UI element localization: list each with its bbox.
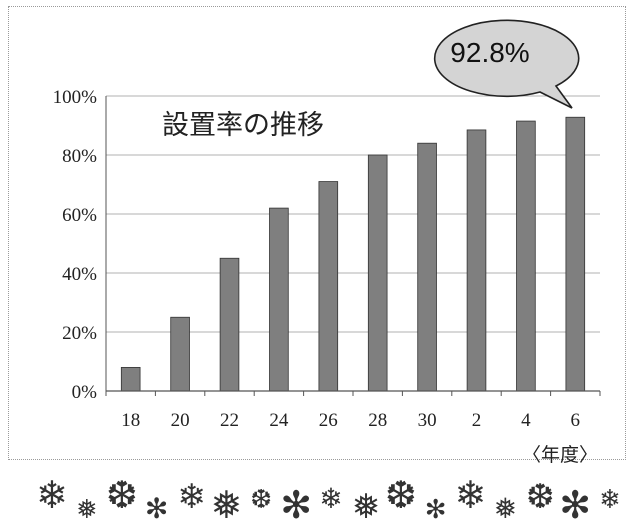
x-tick-label: 30 xyxy=(418,410,437,431)
y-tick-label: 0% xyxy=(72,382,98,403)
snowflake-icon: ✻ xyxy=(425,495,447,525)
y-tick-label: 20% xyxy=(62,323,97,344)
snowflake-icon: ❄ xyxy=(36,473,68,517)
x-tick-label: 22 xyxy=(220,410,239,431)
snowflake-icon: ❆ xyxy=(526,477,555,517)
axes xyxy=(105,96,601,396)
bar xyxy=(466,129,487,392)
x-tick-label: 20 xyxy=(171,410,190,431)
x-tick-label: 6 xyxy=(571,410,581,431)
snowflake-icon: ❆ xyxy=(106,473,138,517)
y-tick-labels: 0% 20% 40% 60% 80% 100% xyxy=(53,87,98,403)
x-tick-label: 28 xyxy=(368,410,387,431)
bar xyxy=(269,207,289,392)
x-tick-label: 18 xyxy=(121,410,140,431)
x-tick-label: 4 xyxy=(521,410,531,431)
bar xyxy=(219,257,240,392)
x-tick-labels: 18 20 22 24 26 28 30 2 4 6 xyxy=(121,410,580,431)
callout-shape xyxy=(433,19,580,109)
bar xyxy=(367,154,388,392)
y-tick-label: 60% xyxy=(62,205,97,226)
snowflake-icon: ❄ xyxy=(177,477,206,517)
bar xyxy=(417,142,437,392)
snowflake-icon: ❄ xyxy=(455,473,487,517)
snowflake-icon: ❄ xyxy=(599,485,621,515)
callout-bubble: 92.8% xyxy=(433,19,580,109)
snowflake-icon: ❄ xyxy=(319,482,342,515)
snowflake-icon: ❅ xyxy=(210,483,242,527)
snowflake-border: ❄ ❅ ❆ ✻ ❄ ❅ ❆ ✻ ❄ ❅ ❆ ✻ ❄ ❅ ❆ ✻ ❄ xyxy=(36,473,621,527)
bar xyxy=(565,116,586,392)
snowflake-icon: ❅ xyxy=(76,495,98,525)
snowflake-icon: ❆ xyxy=(250,485,272,515)
bar xyxy=(516,120,536,392)
bar xyxy=(170,316,190,392)
y-tick-label: 100% xyxy=(53,87,98,108)
callout-value: 92.8% xyxy=(450,37,529,68)
chart-frame xyxy=(8,6,626,460)
x-unit-label: 〈年度〉 xyxy=(522,444,598,466)
snowflake-icon: ❅ xyxy=(494,492,517,525)
bar xyxy=(318,181,339,392)
x-tick-label: 26 xyxy=(319,410,338,431)
bar xyxy=(120,366,141,392)
y-tick-label: 40% xyxy=(62,264,97,285)
x-tick-label: 2 xyxy=(472,410,482,431)
x-tick-label: 24 xyxy=(269,410,289,431)
snowflake-icon: ✻ xyxy=(280,483,312,527)
snowflake-icon: ❆ xyxy=(385,473,417,517)
snowflake-icon: ✻ xyxy=(145,492,168,525)
snowflake-icon: ❅ xyxy=(352,487,381,527)
bars xyxy=(120,116,586,392)
snowflake-icon: ✻ xyxy=(559,483,591,527)
chart-title: 設置率の推移 xyxy=(162,110,324,141)
y-tick-label: 80% xyxy=(62,146,97,167)
